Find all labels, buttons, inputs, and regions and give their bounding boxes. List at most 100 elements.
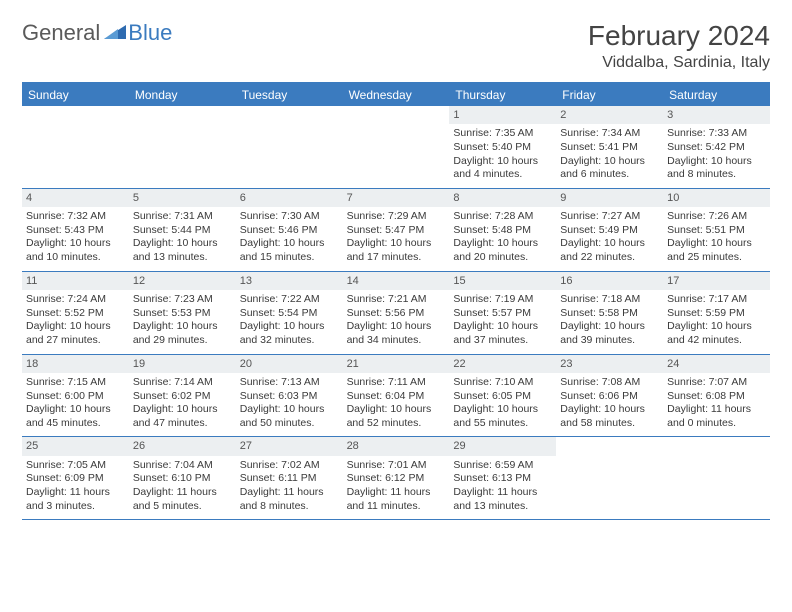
- sunrise-text: Sunrise: 7:28 AM: [453, 210, 552, 224]
- daylight-text: and 5 minutes.: [133, 500, 232, 514]
- daylight-text: and 3 minutes.: [26, 500, 125, 514]
- daylight-text: and 37 minutes.: [453, 334, 552, 348]
- daylight-text: Daylight: 11 hours: [133, 486, 232, 500]
- sunset-text: Sunset: 5:56 PM: [347, 307, 446, 321]
- sunset-text: Sunset: 5:58 PM: [560, 307, 659, 321]
- daylight-text: and 8 minutes.: [240, 500, 339, 514]
- daylight-text: Daylight: 11 hours: [347, 486, 446, 500]
- week-row: 25 Sunrise: 7:05 AMSunset: 6:09 PM Dayligh…: [22, 437, 770, 520]
- day-number: 16: [556, 272, 663, 290]
- sunrise-text: Sunrise: 7:17 AM: [667, 293, 766, 307]
- calendar-cell: 22Sunrise: 7:10 AMSunset: 6:05 PMDayligh…: [449, 355, 556, 437]
- sunset-text: Sunset: 6:12 PM: [347, 472, 446, 486]
- month-title: February 2024: [588, 20, 770, 52]
- daylight-text: Daylight: 10 hours: [240, 237, 339, 251]
- calendar-cell: 11Sunrise: 7:24 AMSunset: 5:52 PMDayligh…: [22, 272, 129, 354]
- calendar-cell: [129, 106, 236, 188]
- sunset-text: Sunset: 6:09 PM: [26, 472, 125, 486]
- sunrise-text: Sunrise: 7:18 AM: [560, 293, 659, 307]
- day-number: 26: [129, 437, 236, 455]
- day-number: 19: [129, 355, 236, 373]
- daylight-text: Daylight: 11 hours: [667, 403, 766, 417]
- day-number: 27: [236, 437, 343, 455]
- sunrise-text: Sunrise: 7:05 AM: [26, 459, 125, 473]
- calendar-cell: 20Sunrise: 7:13 AMSunset: 6:03 PMDayligh…: [236, 355, 343, 437]
- sunset-text: Sunset: 6:10 PM: [133, 472, 232, 486]
- daylight-text: and 45 minutes.: [26, 417, 125, 431]
- sunset-text: Sunset: 5:46 PM: [240, 224, 339, 238]
- calendar-cell: 17Sunrise: 7:17 AMSunset: 5:59 PMDayligh…: [663, 272, 770, 354]
- day-number: 23: [556, 355, 663, 373]
- day-header: Monday: [129, 84, 236, 106]
- day-number: 7: [343, 189, 450, 207]
- day-number: 2: [556, 106, 663, 124]
- calendar-cell: 16Sunrise: 7:18 AMSunset: 5:58 PMDayligh…: [556, 272, 663, 354]
- day-number: 24: [663, 355, 770, 373]
- day-header-row: SundayMondayTuesdayWednesdayThursdayFrid…: [22, 84, 770, 106]
- day-header: Saturday: [663, 84, 770, 106]
- day-number: 13: [236, 272, 343, 290]
- sunrise-text: Sunrise: 7:32 AM: [26, 210, 125, 224]
- daylight-text: and 20 minutes.: [453, 251, 552, 265]
- daylight-text: Daylight: 10 hours: [26, 320, 125, 334]
- sunrise-text: Sunrise: 7:02 AM: [240, 459, 339, 473]
- daylight-text: Daylight: 10 hours: [133, 320, 232, 334]
- day-number: 29: [449, 437, 556, 455]
- daylight-text: Daylight: 10 hours: [560, 155, 659, 169]
- daylight-text: Daylight: 10 hours: [560, 237, 659, 251]
- logo: General Blue: [22, 20, 172, 46]
- calendar-cell: [236, 106, 343, 188]
- daylight-text: and 22 minutes.: [560, 251, 659, 265]
- sunrise-text: Sunrise: 7:04 AM: [133, 459, 232, 473]
- daylight-text: and 27 minutes.: [26, 334, 125, 348]
- sunset-text: Sunset: 6:08 PM: [667, 390, 766, 404]
- calendar-cell: 25Sunrise: 7:05 AMSunset: 6:09 PMDayligh…: [22, 437, 129, 519]
- sunrise-text: Sunrise: 7:24 AM: [26, 293, 125, 307]
- daylight-text: and 8 minutes.: [667, 168, 766, 182]
- sunrise-text: Sunrise: 7:26 AM: [667, 210, 766, 224]
- daylight-text: Daylight: 10 hours: [453, 155, 552, 169]
- sunrise-text: Sunrise: 7:15 AM: [26, 376, 125, 390]
- week-row: 11Sunrise: 7:24 AMSunset: 5:52 PMDayligh…: [22, 272, 770, 355]
- day-number: 18: [22, 355, 129, 373]
- calendar-cell: 12Sunrise: 7:23 AMSunset: 5:53 PMDayligh…: [129, 272, 236, 354]
- calendar-cell: 29Sunrise: 6:59 AMSunset: 6:13 PMDayligh…: [449, 437, 556, 519]
- day-number: 12: [129, 272, 236, 290]
- calendar-cell: 15Sunrise: 7:19 AMSunset: 5:57 PMDayligh…: [449, 272, 556, 354]
- calendar-cell: 5Sunrise: 7:31 AMSunset: 5:44 PMDaylight…: [129, 189, 236, 271]
- daylight-text: Daylight: 11 hours: [453, 486, 552, 500]
- day-number: 15: [449, 272, 556, 290]
- sunset-text: Sunset: 5:52 PM: [26, 307, 125, 321]
- sunset-text: Sunset: 5:51 PM: [667, 224, 766, 238]
- day-number: 25: [22, 437, 129, 455]
- logo-text-blue: Blue: [128, 20, 172, 46]
- week-row: 18Sunrise: 7:15 AMSunset: 6:00 PMDayligh…: [22, 355, 770, 438]
- sunrise-text: Sunrise: 7:30 AM: [240, 210, 339, 224]
- calendar-cell: [556, 437, 663, 519]
- daylight-text: Daylight: 10 hours: [26, 237, 125, 251]
- day-number: 17: [663, 272, 770, 290]
- daylight-text: Daylight: 11 hours: [240, 486, 339, 500]
- sunrise-text: Sunrise: 7:01 AM: [347, 459, 446, 473]
- daylight-text: Daylight: 10 hours: [667, 320, 766, 334]
- sunset-text: Sunset: 6:04 PM: [347, 390, 446, 404]
- daylight-text: Daylight: 10 hours: [347, 403, 446, 417]
- sunset-text: Sunset: 6:13 PM: [453, 472, 552, 486]
- sunrise-text: Sunrise: 7:33 AM: [667, 127, 766, 141]
- calendar-cell: 2Sunrise: 7:34 AMSunset: 5:41 PMDaylight…: [556, 106, 663, 188]
- week-row: 4Sunrise: 7:32 AMSunset: 5:43 PMDaylight…: [22, 189, 770, 272]
- daylight-text: Daylight: 10 hours: [453, 403, 552, 417]
- sunset-text: Sunset: 5:47 PM: [347, 224, 446, 238]
- daylight-text: Daylight: 10 hours: [347, 237, 446, 251]
- daylight-text: and 13 minutes.: [133, 251, 232, 265]
- daylight-text: Daylight: 10 hours: [453, 320, 552, 334]
- daylight-text: and 6 minutes.: [560, 168, 659, 182]
- day-number: 22: [449, 355, 556, 373]
- calendar-cell: 23Sunrise: 7:08 AMSunset: 6:06 PMDayligh…: [556, 355, 663, 437]
- daylight-text: and 15 minutes.: [240, 251, 339, 265]
- calendar-cell: 8Sunrise: 7:28 AMSunset: 5:48 PMDaylight…: [449, 189, 556, 271]
- daylight-text: and 0 minutes.: [667, 417, 766, 431]
- calendar-cell: 13Sunrise: 7:22 AMSunset: 5:54 PMDayligh…: [236, 272, 343, 354]
- sunset-text: Sunset: 6:11 PM: [240, 472, 339, 486]
- daylight-text: Daylight: 10 hours: [560, 403, 659, 417]
